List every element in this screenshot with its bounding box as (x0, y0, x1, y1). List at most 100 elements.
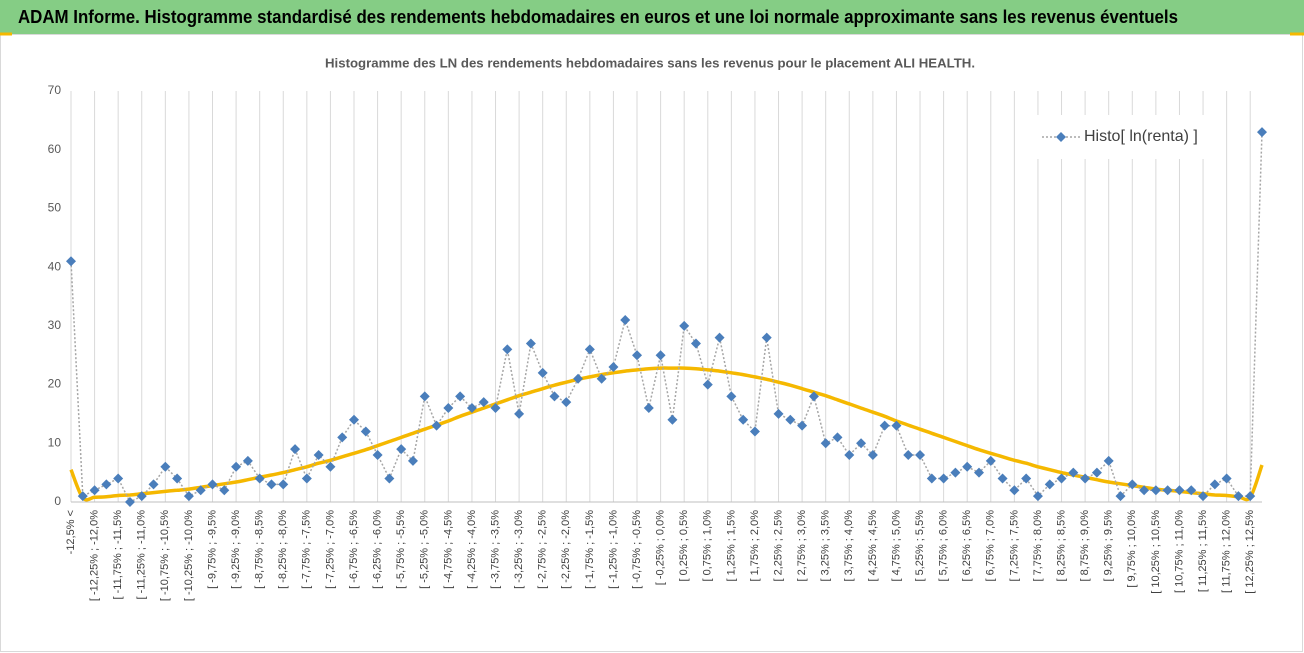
data-point (136, 491, 147, 502)
data-point (537, 367, 548, 378)
data-point (1127, 479, 1138, 490)
data-point (1056, 473, 1067, 484)
data-point (1044, 479, 1055, 490)
y-tick-label: 60 (48, 142, 62, 156)
data-point (160, 461, 171, 472)
x-tick-label: [ 3,75% ; 4,0% (843, 510, 855, 582)
x-tick-label: [ -10,25% ; -10,0% (183, 510, 195, 601)
x-tick-label: [ -12,25% ; -12,0% (88, 510, 100, 601)
data-point (1209, 479, 1220, 490)
data-point (749, 426, 760, 437)
header-title: ADAM Informe. Histogramme standardisé de… (18, 7, 1178, 27)
x-tick-label: [ 7,75% ; 8,0% (1032, 510, 1044, 582)
x-tick-label: [ 9,75% ; 10,0% (1126, 510, 1138, 588)
x-tick-label: [ -9,25% ; -9,0% (230, 510, 242, 589)
data-point (254, 473, 265, 484)
data-point (844, 450, 855, 461)
legend-label: Histo[ ln(renta) ] (1084, 128, 1198, 145)
data-point (643, 403, 654, 414)
x-tick-label: [ 7,25% ; 7,5% (1008, 510, 1020, 582)
x-tick-label: [ 10,25% ; 10,5% (1150, 510, 1162, 594)
data-point (1032, 491, 1043, 502)
data-point (561, 397, 572, 408)
data-point (926, 473, 937, 484)
data-point (490, 403, 501, 414)
x-tick-label: [ -2,25% ; -2,0% (560, 510, 572, 589)
data-point (290, 444, 301, 455)
data-point (77, 491, 88, 502)
data-point (773, 408, 784, 419)
data-point (596, 373, 607, 384)
data-point (148, 479, 159, 490)
x-tick-label: [ -5,25% ; -5,0% (419, 510, 431, 589)
y-tick-label: 70 (48, 83, 62, 97)
data-point (1115, 491, 1126, 502)
data-point (1139, 485, 1150, 496)
x-tick-label: [ 8,25% ; 8,5% (1055, 510, 1067, 582)
data-point (997, 473, 1008, 484)
data-point (219, 485, 230, 496)
data-point (973, 467, 984, 478)
x-tick-label: [ 9,25% ; 9,5% (1103, 510, 1115, 582)
data-point (372, 450, 383, 461)
data-point (679, 320, 690, 331)
data-point (301, 473, 312, 484)
x-tick-label: [ 2,25% ; 2,5% (772, 510, 784, 582)
x-tick-label: [ -8,25% ; -8,0% (277, 510, 289, 589)
data-point (1103, 455, 1114, 466)
data-point (632, 350, 643, 361)
data-point (242, 455, 253, 466)
data-point (938, 473, 949, 484)
data-point (502, 344, 513, 355)
x-tick-label: [ -11,75% ; -11,5% (112, 510, 124, 600)
data-point (89, 485, 100, 496)
x-tick-label: [ -7,75% ; -7,5% (301, 510, 313, 589)
data-point (808, 391, 819, 402)
data-point (66, 256, 76, 267)
data-point (1174, 485, 1185, 496)
data-point (407, 455, 418, 466)
data-point (525, 338, 536, 349)
data-point (396, 444, 407, 455)
data-point (879, 420, 890, 431)
y-tick-label: 10 (48, 435, 62, 449)
x-tick-label: [ 0,75% ; 1,0% (702, 510, 714, 582)
x-tick-label: [ 5,25% ; 5,5% (914, 510, 926, 582)
data-point (278, 479, 289, 490)
normal-curve (69, 366, 1264, 502)
x-tick-label: [ 6,25% ; 6,5% (961, 510, 973, 582)
x-tick-label: [ 4,25% ; 4,5% (867, 510, 879, 582)
x-tick-label: [ 12,25% ; 12,5% (1244, 510, 1256, 594)
data-point (384, 473, 395, 484)
x-tick-label: [ 11,75% ; 12,0% (1221, 510, 1233, 593)
x-tick-label: [ 1,25% ; 1,5% (725, 510, 737, 582)
x-tick-label: [ -4,25% ; -4,0% (466, 510, 478, 589)
data-point (419, 391, 430, 402)
x-tick-label: [ -5,75% ; -5,5% (395, 510, 407, 589)
data-point (950, 467, 961, 478)
data-point (985, 455, 996, 466)
data-point (655, 350, 666, 361)
data-point (856, 438, 867, 449)
data-point (195, 485, 206, 496)
data-point (431, 420, 442, 431)
header-bar (0, 0, 1304, 34)
x-tick-label: [ -8,75% ; -8,5% (254, 510, 266, 589)
data-point (266, 479, 277, 490)
data-point (1068, 467, 1079, 478)
data-point (867, 450, 878, 461)
data-point (183, 491, 194, 502)
data-point (231, 461, 242, 472)
legend-marker (1056, 132, 1066, 142)
x-tick-label: [ -7,25% ; -7,0% (324, 510, 336, 589)
data-point (573, 373, 584, 384)
data-point (478, 397, 489, 408)
data-point (101, 479, 112, 490)
chart-title: Histogramme des LN des rendements hebdom… (325, 55, 975, 70)
data-point (608, 361, 619, 372)
x-tick-label: [ -6,25% ; -6,0% (372, 510, 384, 589)
data-point (903, 450, 914, 461)
x-tick-label: [ 1,75% ; 2,0% (749, 510, 761, 582)
y-tick-label: 20 (48, 377, 62, 391)
x-tick-label: [ -3,75% ; -3,5% (489, 510, 501, 589)
